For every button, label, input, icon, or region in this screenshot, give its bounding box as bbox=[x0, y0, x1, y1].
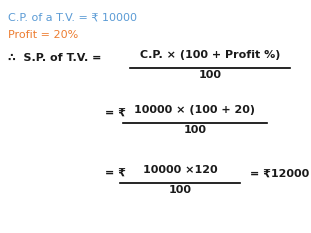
Text: C.P. of a T.V. = ₹ 10000: C.P. of a T.V. = ₹ 10000 bbox=[8, 13, 137, 23]
Text: = ₹: = ₹ bbox=[105, 169, 126, 179]
Text: 10000 × (100 + 20): 10000 × (100 + 20) bbox=[134, 105, 256, 115]
Text: 10000 ×120: 10000 ×120 bbox=[143, 165, 217, 175]
Text: 100: 100 bbox=[198, 70, 221, 80]
Text: Profit = 20%: Profit = 20% bbox=[8, 30, 78, 40]
Text: 100: 100 bbox=[169, 185, 192, 195]
Text: C.P. × (100 + Profit %): C.P. × (100 + Profit %) bbox=[140, 50, 280, 60]
Text: = ₹: = ₹ bbox=[105, 109, 126, 119]
Text: 100: 100 bbox=[183, 125, 207, 135]
Text: = ₹12000: = ₹12000 bbox=[250, 169, 309, 179]
Text: ∴  S.P. of T.V. =: ∴ S.P. of T.V. = bbox=[8, 53, 101, 63]
